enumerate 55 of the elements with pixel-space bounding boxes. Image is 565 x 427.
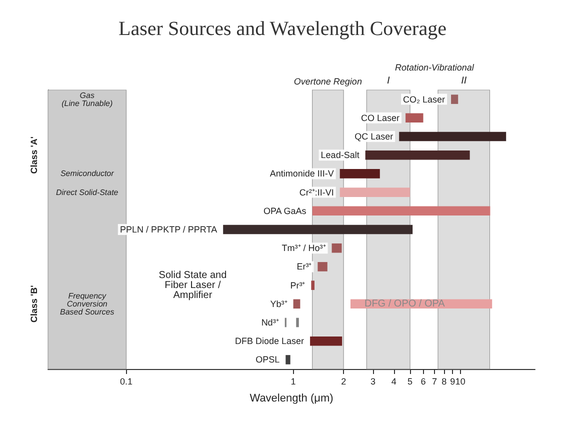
bar xyxy=(223,224,413,234)
annotation: Frequency Conversion Based Sources xyxy=(60,291,114,316)
bar xyxy=(332,243,342,253)
y-tick-label: CO Laser xyxy=(361,112,400,123)
x-tick-label: 2 xyxy=(341,376,346,386)
band-label: Overtone Region xyxy=(294,76,362,86)
bar xyxy=(340,169,380,178)
x-tick-label: 0.1 xyxy=(120,376,133,386)
bar xyxy=(286,355,290,364)
text: Rotation-Vibrational xyxy=(394,62,475,72)
x-tick-label: 9 xyxy=(450,376,456,386)
bar xyxy=(318,262,328,272)
bar xyxy=(312,206,490,216)
annotation: Semiconductor xyxy=(60,169,114,178)
x-tick-label: 4 xyxy=(391,376,396,386)
y-tick-label: Yb³⁺ xyxy=(270,298,288,309)
text: Class 'A' xyxy=(29,136,39,174)
x-tick-label: 8 xyxy=(442,376,447,386)
y-tick-label: Antimonide III-V xyxy=(270,168,334,179)
x-tick-label: 1 xyxy=(290,376,296,386)
y-tick-label: PPLN / PPKTP / PPRTA xyxy=(120,224,218,234)
y-tick-label: CO₂ Laser xyxy=(403,94,446,104)
chart-title: Laser Sources and Wavelength Coverage xyxy=(118,18,447,40)
bar xyxy=(296,318,299,328)
y-tick-label: OPSL xyxy=(256,354,280,365)
bar xyxy=(340,188,410,197)
bar xyxy=(311,280,315,290)
y-tick-label: Tm³⁺ / Ho³⁺ xyxy=(282,243,326,254)
text: Class 'B' xyxy=(29,285,39,323)
y-tick-label: Lead-Salt xyxy=(320,150,360,160)
x-axis-title: Wavelength (μm) xyxy=(250,392,334,404)
y-tick-label: Cr²⁺:II-VI xyxy=(299,187,334,198)
bar xyxy=(365,150,470,160)
y-tick-label: Pr³⁺ xyxy=(290,280,306,290)
x-tick-label: 5 xyxy=(408,376,413,386)
annotation: DFG / OPO / OPA xyxy=(364,298,446,310)
annotation: Solid State and Fiber Laser / Amplifier xyxy=(158,270,227,301)
band-label: II xyxy=(461,76,467,86)
annotation: Gas (Line Tunable) xyxy=(62,90,113,108)
y-tick-label: QC Laser xyxy=(354,132,394,142)
bar xyxy=(451,94,458,104)
annotation: Direct Solid-State xyxy=(56,188,119,197)
y-tick-label: Nd³⁺ xyxy=(261,318,279,328)
bar xyxy=(399,132,506,142)
y-tick-label: DFB Diode Laser xyxy=(235,336,304,346)
x-tick-label: 3 xyxy=(370,376,376,386)
y-tick-label: OPA GaAs xyxy=(263,206,307,216)
y-tick-label: Er³⁺ xyxy=(296,262,312,272)
x-tick-label: 6 xyxy=(420,376,426,386)
band-label: I xyxy=(386,76,390,86)
x-tick-label: 10 xyxy=(455,376,466,386)
bar xyxy=(406,113,424,123)
x-tick-label: 7 xyxy=(432,376,437,386)
bar xyxy=(310,336,342,346)
bar xyxy=(293,299,300,309)
